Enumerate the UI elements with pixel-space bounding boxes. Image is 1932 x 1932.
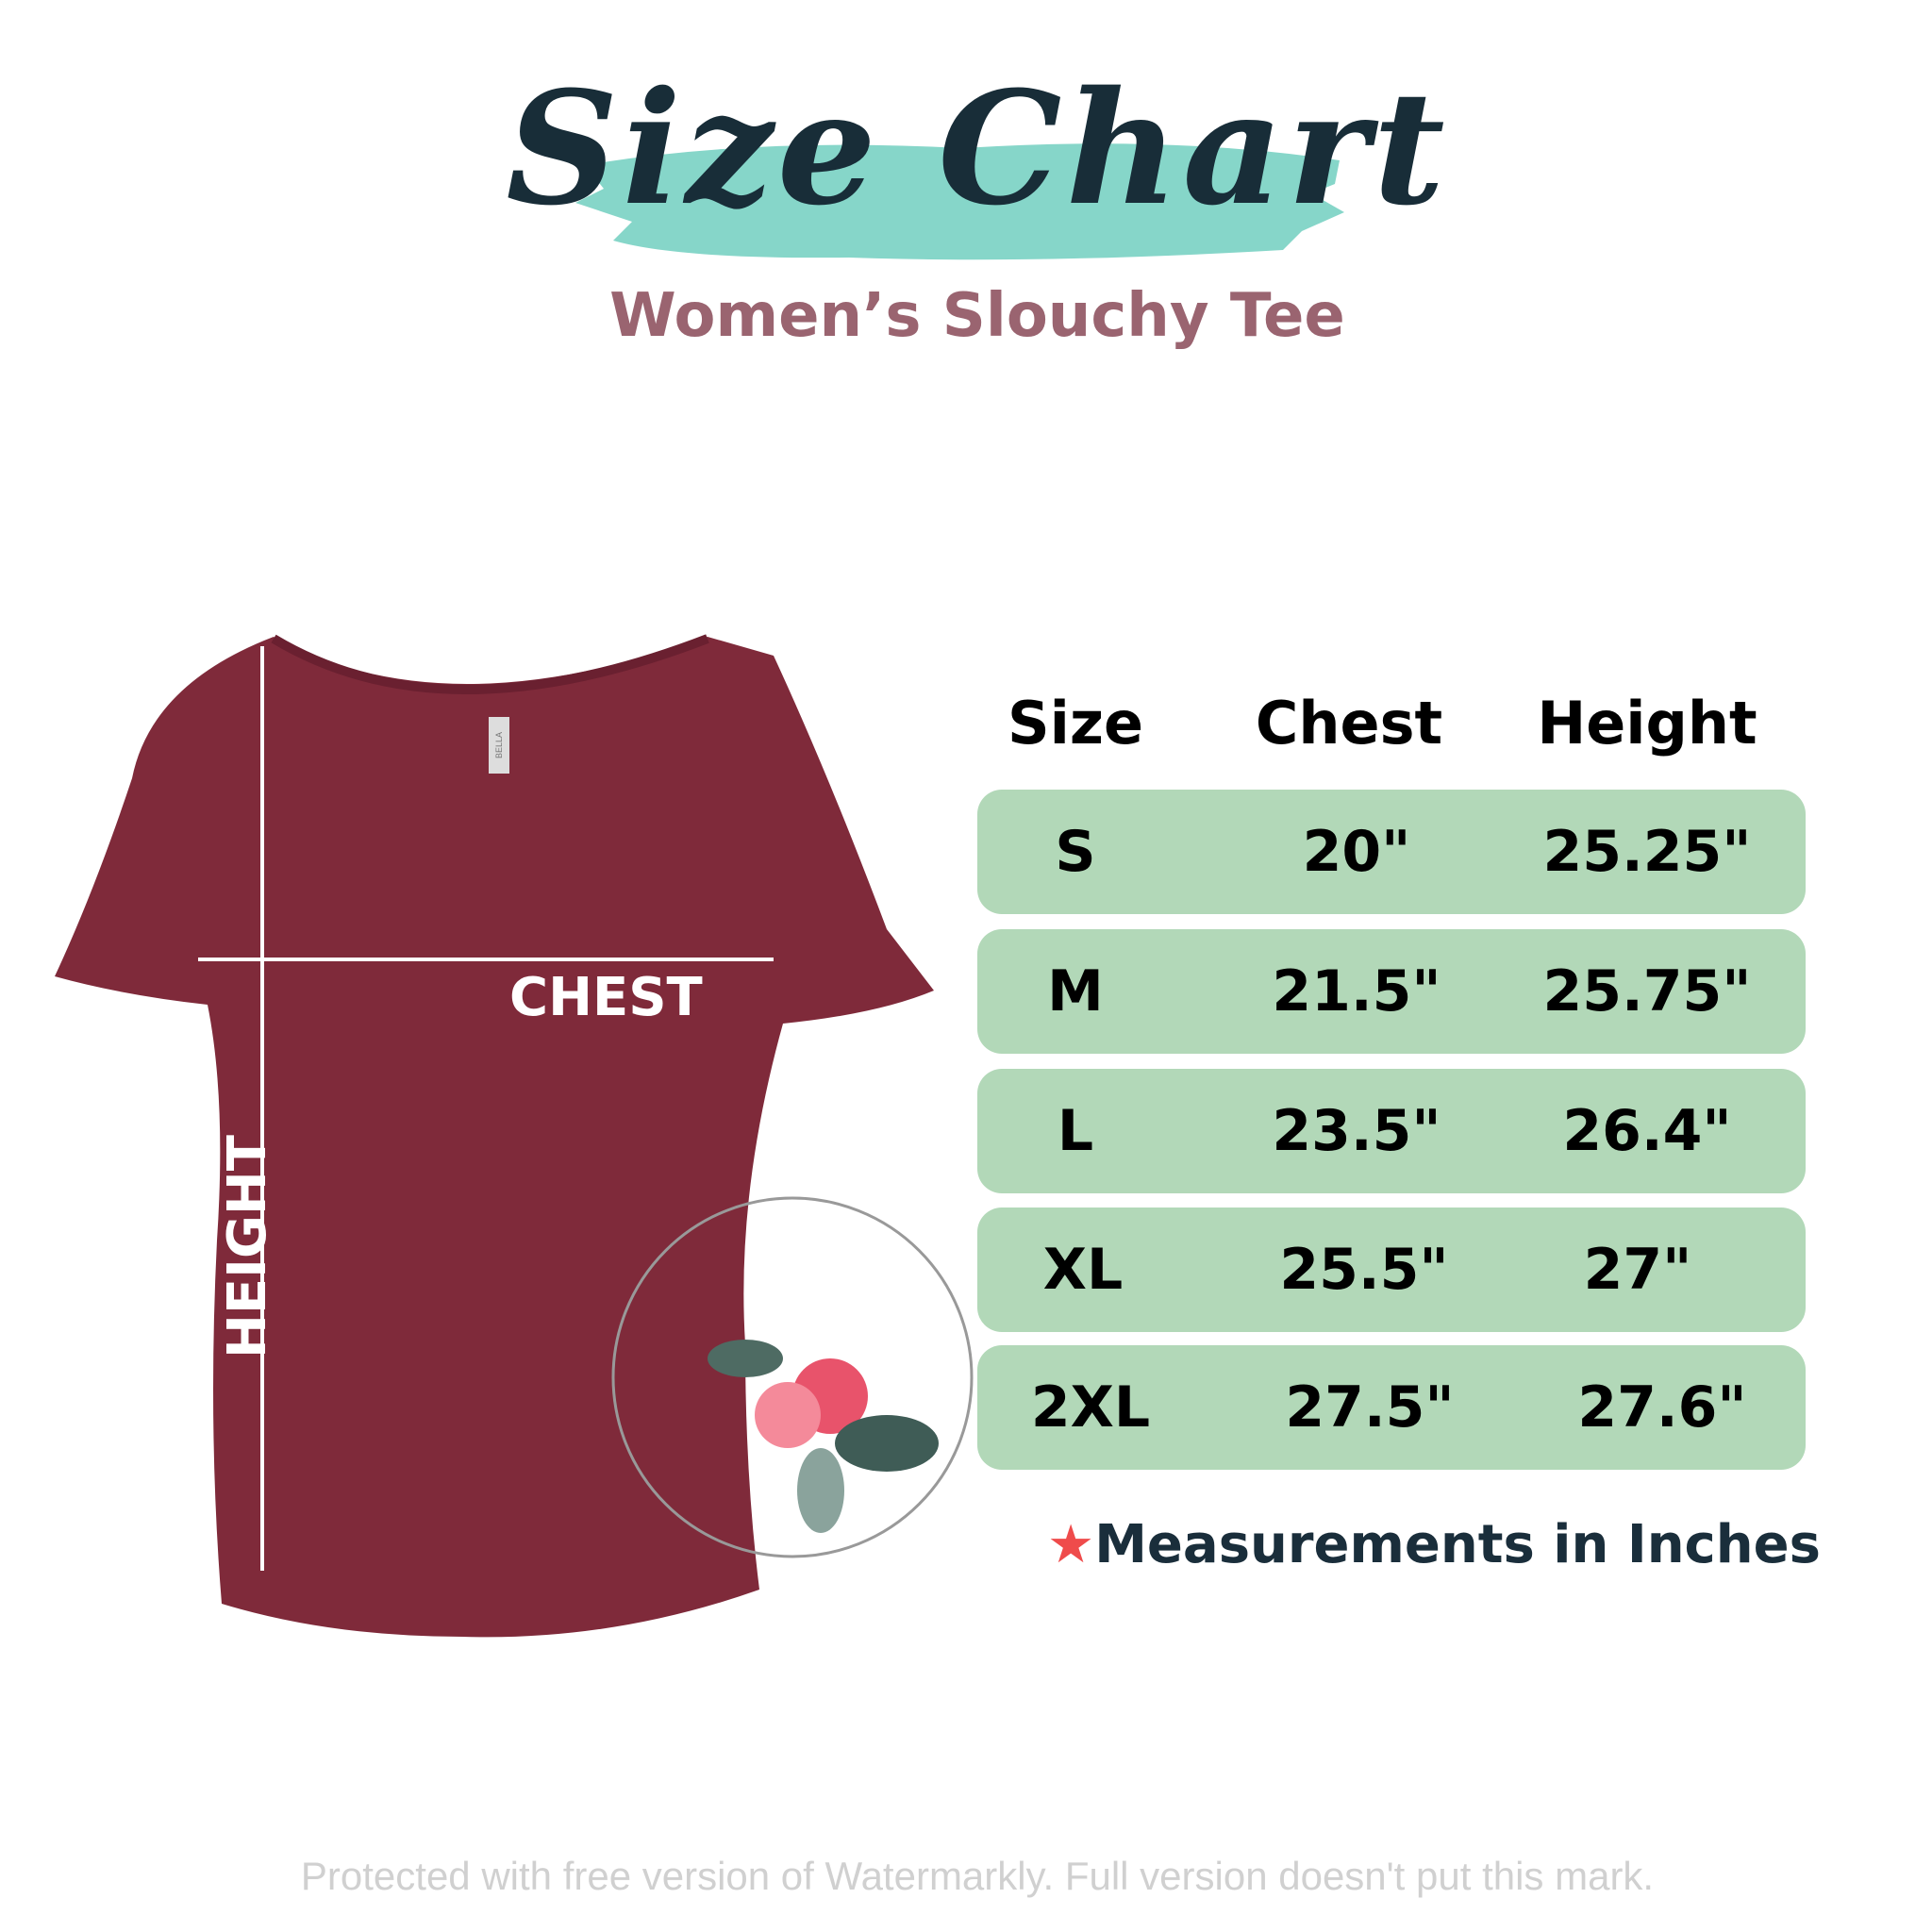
size-cell: L — [1057, 1098, 1094, 1164]
shirt-tag-label: BELLA — [494, 731, 504, 759]
watermark-text: Protected with free version of Watermark… — [300, 1854, 1655, 1898]
chest-label: CHEST — [509, 967, 703, 1028]
table-row: L 23.5" 26.4" — [977, 1069, 1806, 1193]
page-title: Size Chart — [506, 57, 1449, 240]
table-row: 2XL 27.5" 27.6" — [977, 1345, 1806, 1470]
brand-logo — [611, 1196, 974, 1558]
measurement-note: ★Measurements in Inches — [1047, 1514, 1821, 1575]
height-label: HEIGHT — [217, 1135, 278, 1358]
chest-cell: 25.5" — [1279, 1237, 1449, 1303]
column-header-chest: Chest — [1255, 689, 1443, 758]
tshirt-image — [55, 634, 934, 1638]
table-row: S 20" 25.25" — [977, 790, 1806, 914]
measurement-note-text: Measurements in Inches — [1094, 1514, 1821, 1575]
column-header-height: Height — [1537, 689, 1757, 758]
chest-cell: 23.5" — [1272, 1098, 1441, 1164]
size-cell: 2XL — [1030, 1374, 1151, 1441]
chest-cell: 21.5" — [1272, 958, 1441, 1024]
page-subtitle: Women’s Slouchy Tee — [609, 281, 1345, 351]
height-cell: 25.75" — [1542, 958, 1752, 1024]
column-header-size: Size — [1007, 689, 1144, 758]
height-cell: 27" — [1583, 1237, 1692, 1303]
height-cell: 25.25" — [1542, 819, 1752, 885]
star-icon: ★ — [1047, 1514, 1095, 1575]
chest-cell: 27.5" — [1285, 1374, 1455, 1441]
table-row: M 21.5" 25.75" — [977, 929, 1806, 1054]
size-cell: M — [1047, 958, 1104, 1024]
height-cell: 27.6" — [1577, 1374, 1747, 1441]
chest-cell: 20" — [1302, 819, 1411, 885]
title-brush-stroke — [575, 143, 1344, 260]
table-row: XL 25.5" 27" — [977, 1208, 1806, 1332]
size-cell: XL — [1042, 1237, 1124, 1303]
size-cell: S — [1055, 819, 1096, 885]
height-cell: 26.4" — [1562, 1098, 1732, 1164]
